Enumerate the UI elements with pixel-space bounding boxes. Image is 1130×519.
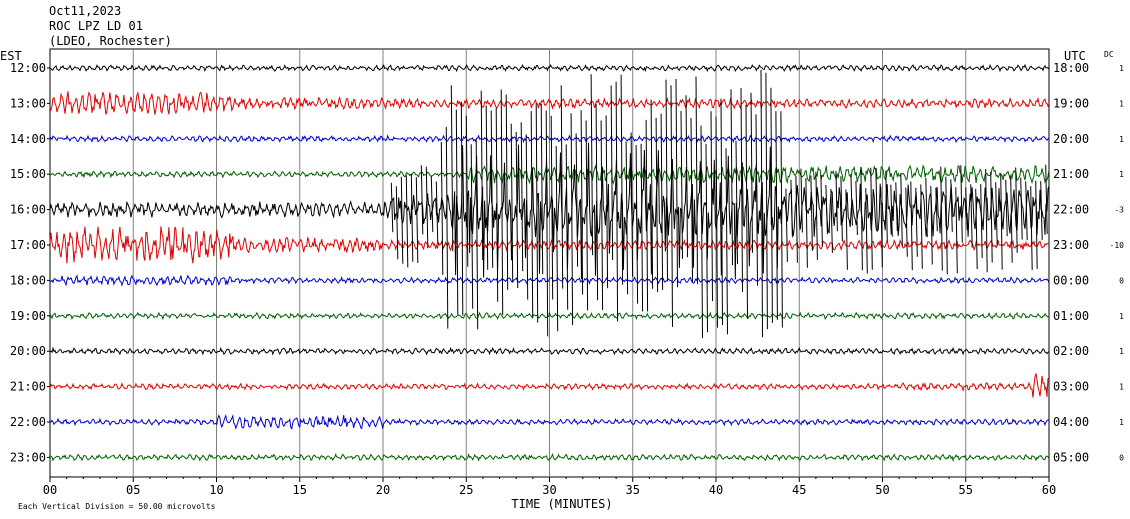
x-tick-label: 00	[43, 483, 57, 497]
row-label-utc: 23:00	[1053, 238, 1089, 252]
trace-1900	[49, 311, 1050, 321]
earthquake-spikes	[390, 69, 1048, 338]
x-tick-label: 40	[709, 483, 723, 497]
x-axis-title: TIME (MINUTES)	[511, 497, 612, 511]
x-tick-label: 15	[293, 483, 307, 497]
row-dc-value: 0	[1119, 276, 1124, 285]
row-dc-value: 1	[1119, 99, 1124, 108]
x-tick-label: 25	[459, 483, 473, 497]
row-dc-value: 1	[1119, 64, 1124, 73]
row-label-est: 14:00	[10, 132, 46, 146]
trace-2200	[49, 414, 1050, 430]
row-dc-value: 1	[1119, 312, 1124, 321]
row-label-est: 19:00	[10, 309, 46, 323]
x-tick-label: 35	[626, 483, 640, 497]
header-station: ROC LPZ LD 01	[49, 19, 143, 33]
row-label-utc: 03:00	[1053, 380, 1089, 394]
row-label-utc: 20:00	[1053, 132, 1089, 146]
row-label-utc: 22:00	[1053, 203, 1089, 217]
traces	[49, 63, 1050, 463]
row-label-est: 20:00	[10, 344, 46, 358]
trace-1400	[49, 134, 1050, 144]
row-label-utc: 04:00	[1053, 415, 1089, 429]
row-label-est: 15:00	[10, 167, 46, 181]
x-tick-label: 10	[209, 483, 223, 497]
header-date: Oct11,2023	[49, 4, 122, 18]
row-dc-value: 1	[1119, 383, 1124, 392]
row-label-est: 13:00	[10, 96, 46, 110]
x-tick-label: 45	[792, 483, 806, 497]
x-tick-label: 05	[126, 483, 140, 497]
row-label-est: 18:00	[10, 273, 46, 287]
x-tick-label: 55	[959, 483, 973, 497]
row-label-est: 16:00	[10, 203, 46, 217]
row-label-utc: 02:00	[1053, 344, 1089, 358]
trace-1300	[49, 91, 1050, 115]
row-label-est: 12:00	[10, 61, 46, 75]
row-dc-value: 1	[1119, 347, 1124, 356]
header-network: (LDEO, Rochester)	[49, 34, 172, 48]
row-dc-value: 1	[1119, 170, 1124, 179]
trace-2000	[49, 346, 1050, 356]
left-timezone-label: EST	[0, 49, 22, 63]
right-timezone-label: UTC	[1064, 49, 1086, 63]
row-label-est: 21:00	[10, 380, 46, 394]
dc-label: DC	[1104, 50, 1114, 59]
row-label-utc: 05:00	[1053, 450, 1089, 464]
trace-2100	[49, 373, 1050, 398]
row-label-utc: 18:00	[1053, 61, 1089, 75]
trace-1200	[49, 63, 1050, 73]
trace-1600	[49, 142, 1050, 280]
grid	[47, 48, 1050, 482]
row-dc-value: 1	[1119, 418, 1124, 427]
row-label-est: 22:00	[10, 415, 46, 429]
trace-1700	[49, 226, 1050, 264]
trace-1500	[49, 164, 1050, 185]
x-tick-label: 20	[376, 483, 390, 497]
row-dc-value: -3	[1114, 206, 1124, 215]
row-label-utc: 01:00	[1053, 309, 1089, 323]
row-dc-value: -10	[1110, 241, 1125, 250]
row-label-est: 23:00	[10, 450, 46, 464]
x-tick-label: 50	[875, 483, 889, 497]
x-tick-label: 30	[542, 483, 556, 497]
scale-note: Each Vertical Division = 50.00 microvolt…	[18, 502, 216, 511]
row-label-utc: 21:00	[1053, 167, 1089, 181]
trace-2300	[49, 453, 1050, 463]
row-dc-value: 1	[1119, 135, 1124, 144]
row-label-utc: 19:00	[1053, 96, 1089, 110]
x-tick-label: 60	[1042, 483, 1056, 497]
row-label-est: 17:00	[10, 238, 46, 252]
row-label-utc: 00:00	[1053, 273, 1089, 287]
trace-1800	[49, 274, 1050, 287]
row-dc-value: 0	[1119, 453, 1124, 462]
